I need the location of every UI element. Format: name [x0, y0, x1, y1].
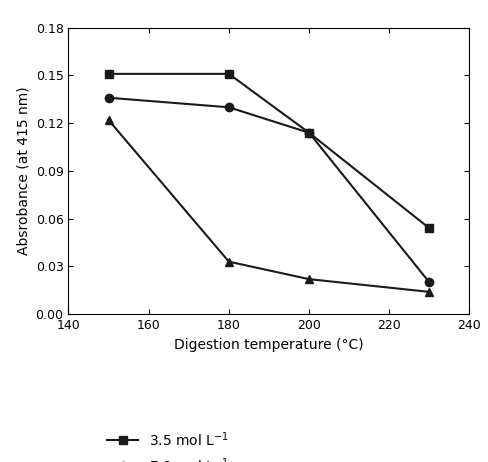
- 3.5 mol L$^{-1}$: [426, 225, 431, 231]
- Line: 10.5 mol L$^{-1}$: 10.5 mol L$^{-1}$: [104, 116, 433, 296]
- 7.0 mol L$^{-1}$: [426, 280, 431, 285]
- 3.5 mol L$^{-1}$: [305, 130, 311, 135]
- 10.5 mol L$^{-1}$: [305, 276, 311, 282]
- 7.0 mol L$^{-1}$: [305, 130, 311, 135]
- X-axis label: Digestion temperature (°C): Digestion temperature (°C): [174, 338, 363, 352]
- Line: 3.5 mol L$^{-1}$: 3.5 mol L$^{-1}$: [104, 70, 433, 232]
- Legend: 3.5 mol L$^{-1}$, 7.0 mol L$^{-1}$, 10.5 mol L$^{-1}$: 3.5 mol L$^{-1}$, 7.0 mol L$^{-1}$, 10.5…: [107, 430, 238, 462]
- 10.5 mol L$^{-1}$: [426, 289, 431, 295]
- 3.5 mol L$^{-1}$: [225, 71, 231, 77]
- 7.0 mol L$^{-1}$: [105, 95, 111, 101]
- 3.5 mol L$^{-1}$: [105, 71, 111, 77]
- 7.0 mol L$^{-1}$: [225, 104, 231, 110]
- Y-axis label: Absrobance (at 415 nm): Absrobance (at 415 nm): [16, 87, 30, 255]
- 10.5 mol L$^{-1}$: [105, 117, 111, 123]
- 10.5 mol L$^{-1}$: [225, 259, 231, 264]
- Line: 7.0 mol L$^{-1}$: 7.0 mol L$^{-1}$: [104, 94, 433, 286]
